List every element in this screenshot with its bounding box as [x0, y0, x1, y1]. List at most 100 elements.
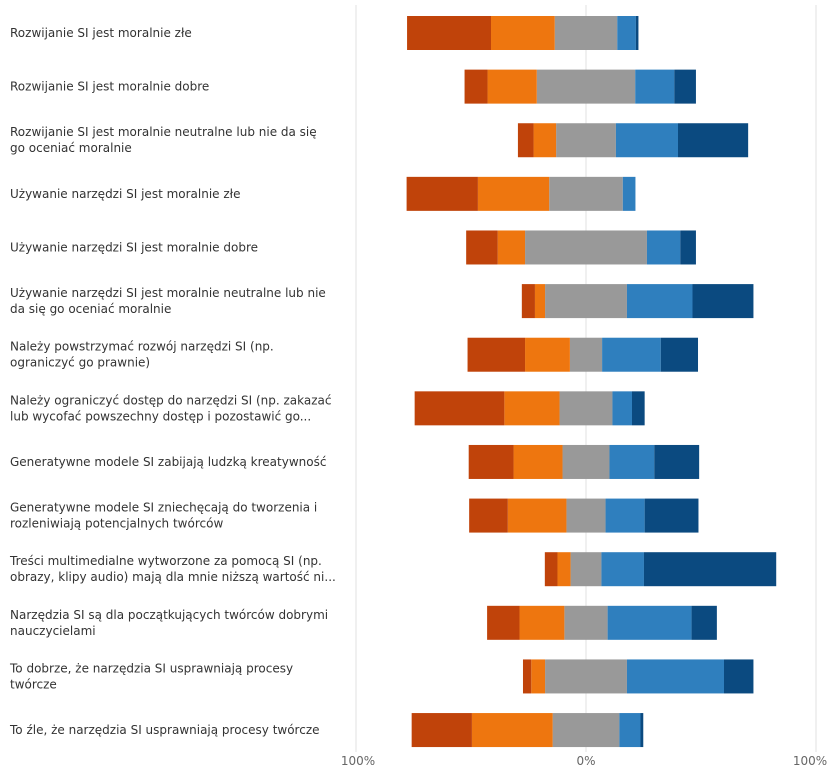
- bar-segment: [586, 391, 613, 426]
- bar-segment: [607, 605, 692, 640]
- bar-segment: [643, 552, 777, 587]
- bar-segment: [622, 176, 636, 211]
- bar-segment: [586, 337, 603, 372]
- bar-segment: [517, 123, 534, 158]
- bar-segment: [497, 230, 526, 265]
- bar-segment: [513, 444, 563, 479]
- bar-segment: [525, 230, 586, 265]
- bar-segment: [554, 16, 586, 50]
- bar-segment: [468, 444, 514, 479]
- bar-segment: [545, 284, 586, 319]
- bar-segment: [566, 498, 586, 533]
- x-tick-label: 100%: [793, 754, 827, 768]
- bar-segment: [635, 16, 639, 50]
- bar-segment: [407, 16, 492, 50]
- bar-segment: [525, 337, 570, 372]
- bar-segment: [586, 16, 618, 50]
- category-label: Narzędzia SI są dla początkujących twórc…: [10, 608, 328, 638]
- bar-segment: [406, 176, 478, 211]
- bar-segment: [586, 659, 627, 694]
- bar-segment: [586, 713, 620, 748]
- bar-segment: [549, 176, 586, 211]
- bar-segment: [564, 605, 586, 640]
- bar-segment: [586, 69, 636, 104]
- bar-segment: [692, 284, 754, 319]
- bar-segment: [491, 16, 555, 50]
- bar-segment: [464, 69, 488, 104]
- bar-segment: [411, 713, 472, 748]
- category-label: Rozwijanie SI jest moralnie dobre: [10, 80, 209, 94]
- bar-segment: [570, 552, 586, 587]
- bar-segment: [612, 391, 632, 426]
- bars: [406, 16, 777, 748]
- bar-segment: [626, 659, 724, 694]
- bar-segment: [469, 498, 508, 533]
- bar-segment: [534, 284, 546, 319]
- bar-segment: [467, 337, 526, 372]
- bar-segment: [586, 123, 616, 158]
- bar-segment: [640, 713, 644, 748]
- bar-segment: [601, 552, 644, 587]
- bar-segment: [544, 552, 558, 587]
- bar-segment: [680, 230, 696, 265]
- bar-segment: [536, 69, 586, 104]
- bar-segment: [557, 552, 571, 587]
- bar-segment: [552, 713, 586, 748]
- x-axis-ticks: 100% 0% 100%: [341, 754, 827, 768]
- bar-segment: [635, 69, 675, 104]
- bar-segment: [586, 176, 623, 211]
- category-label: Rozwijanie SI jest moralnie neutralne lu…: [10, 125, 317, 155]
- bar-segment: [660, 337, 699, 372]
- bar-segment: [562, 444, 586, 479]
- category-label: Należy ograniczyć dostęp do narzędzi SI …: [10, 393, 332, 423]
- x-tick-label: 100%: [341, 754, 375, 768]
- bar-segment: [644, 498, 699, 533]
- bar-segment: [586, 605, 608, 640]
- bar-segment: [626, 284, 693, 319]
- bar-segment: [632, 391, 645, 426]
- gridlines: [355, 5, 817, 752]
- bar-segment: [504, 391, 560, 426]
- bar-segment: [674, 69, 696, 104]
- bar-segment: [414, 391, 505, 426]
- bar-segment: [586, 498, 606, 533]
- bar-segment: [545, 659, 586, 694]
- bar-segment: [519, 605, 565, 640]
- bar-segment: [605, 498, 645, 533]
- bar-segment: [646, 230, 681, 265]
- x-tick-label: 0%: [576, 754, 595, 768]
- category-label: Używanie narzędzi SI jest moralnie neutr…: [10, 286, 326, 316]
- bar-segment: [477, 176, 550, 211]
- bar-segment: [586, 284, 627, 319]
- bar-segment: [569, 337, 586, 372]
- bar-segment: [619, 713, 641, 748]
- bar-segment: [691, 605, 717, 640]
- bar-segment: [602, 337, 661, 372]
- bar-segment: [615, 123, 678, 158]
- bar-segment: [654, 444, 700, 479]
- bar-segment: [609, 444, 655, 479]
- category-label: Generatywne modele SI zabijają ludzką kr…: [10, 455, 326, 469]
- bar-segment: [617, 16, 636, 50]
- bar-segment: [521, 284, 535, 319]
- bar-segment: [724, 659, 754, 694]
- bar-segment: [531, 659, 546, 694]
- bar-segment: [533, 123, 557, 158]
- bar-segment: [678, 123, 749, 158]
- bar-segment: [466, 230, 498, 265]
- bar-segment: [586, 230, 647, 265]
- bar-segment: [471, 713, 553, 748]
- category-label: Generatywne modele SI zniechęcają do two…: [10, 501, 317, 531]
- category-labels: Rozwijanie SI jest moralnie złe Rozwijani…: [9, 26, 336, 737]
- bar-segment: [586, 444, 610, 479]
- category-label: Używanie narzędzi SI jest moralnie złe: [10, 187, 240, 201]
- bar-segment: [507, 498, 567, 533]
- category-label: Rozwijanie SI jest moralnie złe: [10, 26, 192, 40]
- category-label: To źle, że narzędzia SI usprawniają proc…: [9, 723, 320, 737]
- category-label: Należy powstrzymać rozwój narzędzi SI (n…: [10, 340, 274, 370]
- bar-segment: [487, 69, 537, 104]
- category-label: To dobrze, że narzędzia SI usprawniają p…: [9, 661, 293, 691]
- bar-segment: [586, 552, 602, 587]
- category-label: Treści multimedialne wytworzone za pomoc…: [9, 554, 336, 584]
